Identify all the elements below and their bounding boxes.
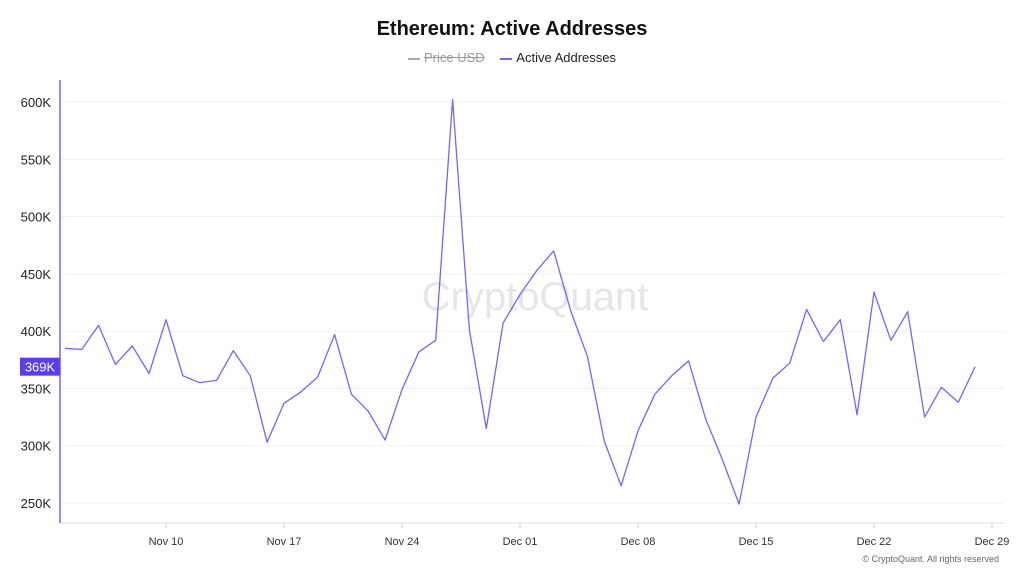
y-tick-label: 450K	[21, 267, 52, 282]
x-tick-label: Nov 10	[149, 536, 184, 548]
legend-swatch	[407, 57, 420, 60]
x-tick-label: Dec 22	[857, 536, 892, 548]
legend-item-active-addresses[interactable]: Active Addresses	[500, 50, 616, 65]
legend-swatch	[500, 57, 513, 60]
series-line-active-addresses	[64, 99, 976, 505]
x-tick-label: Dec 15	[739, 536, 774, 548]
x-tick-label: Dec 08	[621, 536, 656, 548]
legend-label: Active Addresses	[516, 50, 617, 65]
x-tick-label: Nov 17	[267, 536, 302, 548]
y-tick-label: 300K	[21, 439, 52, 454]
watermark: CryptoQuant	[422, 275, 649, 319]
legend-item-price[interactable]: Price USD	[407, 50, 485, 65]
y-tick-label: 500K	[21, 210, 52, 225]
y-tick-label: 250K	[21, 496, 52, 511]
y-tick-label: 400K	[21, 324, 52, 339]
last-value-badge	[20, 357, 60, 376]
x-tick-label: Nov 24	[385, 536, 420, 548]
x-tick-label: Dec 29	[975, 536, 1010, 548]
y-tick-label: 350K	[21, 381, 52, 396]
y-tick-label: 550K	[21, 152, 52, 167]
y-tick-label: 600K	[21, 95, 52, 110]
last-value-label: 369K	[25, 360, 56, 375]
legend-label: Price USD	[423, 50, 485, 65]
copyright: © CryptoQuant. All rights reserved	[862, 554, 999, 564]
x-tick-label: Dec 01	[503, 536, 538, 548]
chart-title: Ethereum: Active Addresses	[376, 18, 648, 40]
legend: Price USD Active Addresses	[0, 50, 1024, 65]
